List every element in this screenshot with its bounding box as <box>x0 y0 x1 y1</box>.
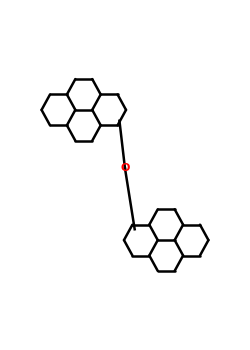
Text: O: O <box>120 163 130 174</box>
